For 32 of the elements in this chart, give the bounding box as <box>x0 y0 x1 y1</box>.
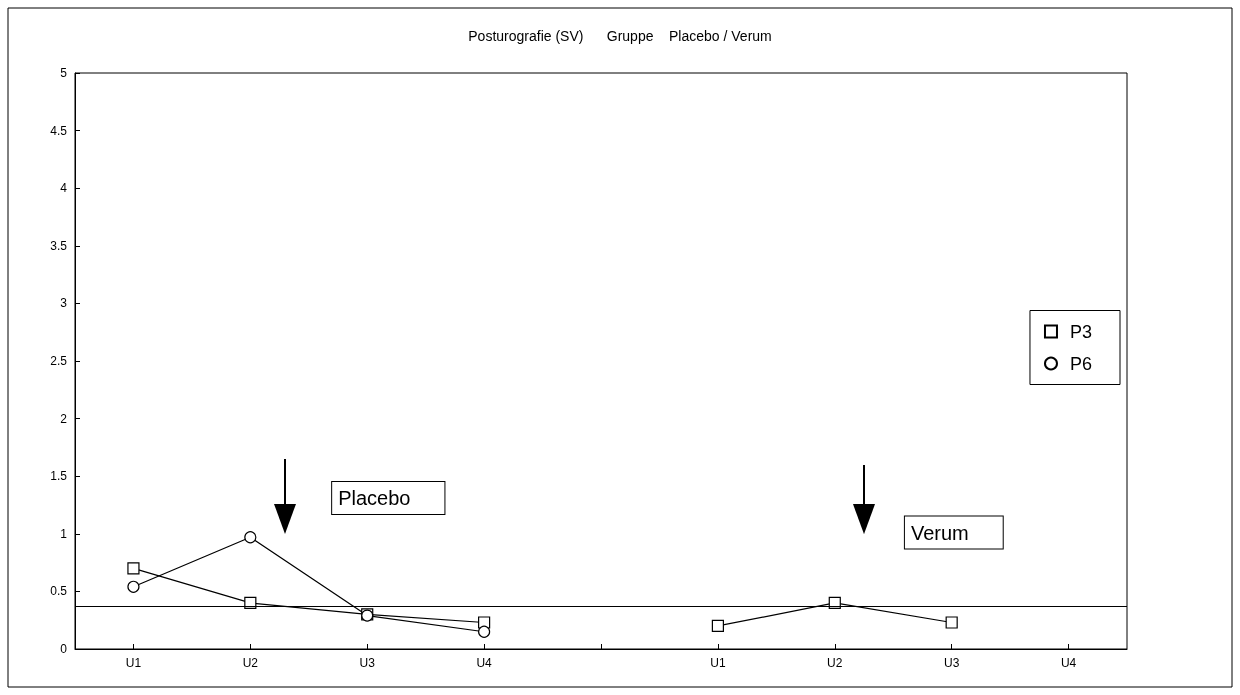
point <box>828 596 841 610</box>
annotation: Verum <box>910 521 969 544</box>
x-tick-label: U3 <box>359 656 376 670</box>
point <box>478 625 491 638</box>
point <box>244 596 257 610</box>
point <box>711 619 724 633</box>
y-tick-label: 1.5 <box>50 469 68 484</box>
y-tick-label: 5 <box>60 66 68 80</box>
x-tick-label: U3 <box>943 656 960 670</box>
x-tick-label: U2 <box>242 656 259 670</box>
y-tick-label: 2.5 <box>50 354 68 368</box>
x-tick-label: U1 <box>710 656 726 670</box>
y-tick-label: 3.5 <box>50 238 68 253</box>
y-tick-label: 0.5 <box>50 584 68 599</box>
annotation: Placebo <box>338 486 411 509</box>
x-tick-label: U4 <box>1060 656 1077 670</box>
y-tick-label: 3 <box>60 296 68 311</box>
chart-title: Posturografie (SV) Gruppe Placebo / Verum <box>468 28 772 44</box>
point <box>945 616 958 629</box>
y-tick-label: 4 <box>60 181 68 196</box>
point <box>127 562 140 575</box>
x-tick-label: U1 <box>125 656 142 670</box>
x-tick-label: U2 <box>827 656 843 670</box>
legend-label: P3 <box>1069 321 1093 342</box>
y-tick-label: 4.5 <box>50 123 68 138</box>
y-tick-label: 0 <box>60 642 68 656</box>
legend-label: P6 <box>1069 353 1093 374</box>
point <box>244 531 257 544</box>
y-tick-label: 1 <box>60 526 68 541</box>
y-tick-label: 2 <box>60 411 68 426</box>
point <box>127 580 140 593</box>
x-tick-label: U4 <box>476 656 493 670</box>
